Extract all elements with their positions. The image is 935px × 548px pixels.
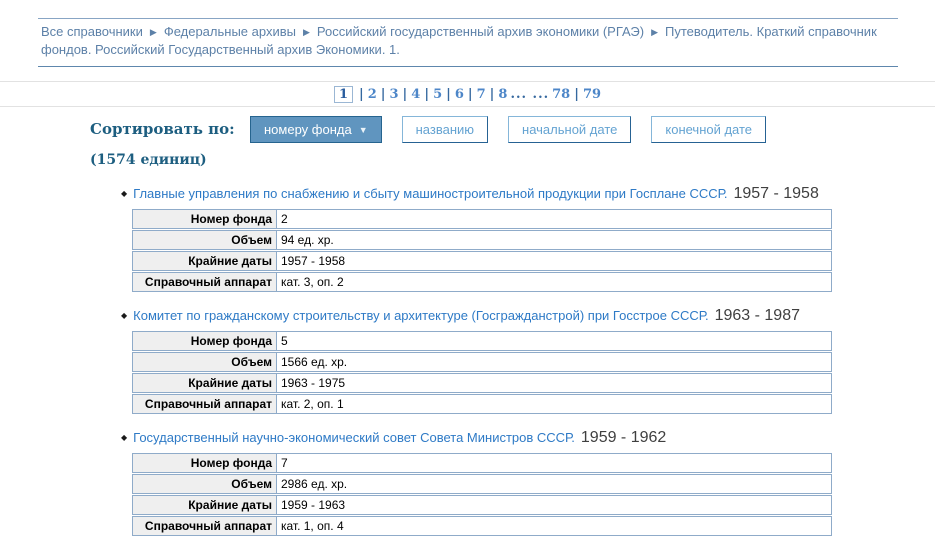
pagination-separator: | (574, 86, 579, 102)
fond-title-line: ◆ Главные управления по снабжению и сбыту… (121, 184, 935, 205)
table-row: Справочный аппарат кат. 1, оп. 4 (132, 515, 832, 536)
fond-title-line: ◆ Комитет по гражданскому строительству и… (121, 306, 935, 327)
table-row: Объем 2986 ед. хр. (132, 473, 832, 494)
row-value-fond-number: 2 (281, 211, 288, 226)
table-row: Номер фонда 7 (132, 452, 832, 473)
bullet-diamond-icon: ◆ (121, 310, 128, 320)
sort-button-fond-number[interactable]: номеру фонда ▼ (250, 115, 382, 143)
sort-controls: Сортировать по: номеру фонда ▼ названию н… (90, 115, 935, 143)
fond-dates: 1957 - 1958 (733, 184, 819, 202)
fond-dates: 1963 - 1987 (714, 306, 800, 324)
sort-by-label: Сортировать по: (90, 119, 235, 138)
pagination-page-link[interactable]: 3 (389, 86, 399, 102)
fond-table: Номер фонда 2 Объем 94 ед. хр. Крайние д… (132, 208, 832, 292)
breadcrumb-arrow-icon: ▶ (302, 27, 310, 37)
list-item: ◆ Комитет по гражданскому строительству и… (121, 306, 935, 414)
row-value-extreme-dates: 1959 - 1963 (281, 497, 346, 512)
breadcrumb-link-federal-archives[interactable]: Федеральные архивы (163, 24, 296, 39)
sort-button-end-date[interactable]: конечной дате (651, 115, 767, 143)
sort-button-name[interactable]: названию (401, 115, 489, 143)
pagination-separator: | (446, 86, 451, 102)
table-row: Крайние даты 1957 - 1958 (132, 250, 832, 271)
unit-count: (1574 единиц) (90, 151, 207, 168)
pagination-ellipsis: ... ... (510, 86, 550, 102)
pagination-page-link[interactable]: 8 (498, 86, 508, 102)
breadcrumb-link-guide[interactable]: Путеводитель. Краткий справочник фондов.… (41, 24, 877, 58)
row-label-fond-number: Номер фонда (133, 453, 277, 472)
fond-title-link[interactable]: Государственный научно-экономический сов… (133, 429, 575, 445)
row-label-fond-number: Номер фонда (133, 331, 277, 350)
breadcrumb-link-all-directories[interactable]: Все справочники (41, 24, 143, 39)
pagination-separator: | (402, 86, 408, 102)
fond-title-line: ◆ Государственный научно-экономический со… (121, 428, 935, 449)
row-label-volume: Объем (133, 230, 277, 249)
row-value-volume: 1566 ед. хр. (281, 354, 348, 369)
pagination-current-page: 1 (333, 85, 353, 103)
breadcrumb-arrow-icon: ▶ (149, 27, 157, 37)
table-row: Крайние даты 1959 - 1963 (132, 494, 832, 515)
list-item: ◆ Государственный научно-экономический со… (121, 428, 935, 536)
pagination-page-link[interactable]: 7 (476, 86, 486, 102)
bullet-diamond-icon: ◆ (121, 432, 128, 442)
pagination-page-link[interactable]: 6 (454, 86, 464, 102)
fond-title-link[interactable]: Комитет по гражданскому строительству и … (133, 307, 709, 323)
fond-title-link[interactable]: Главные управления по снабжению и сбыту … (133, 185, 728, 201)
breadcrumb: Все справочники ▶ Федеральные архивы ▶ Росси… (38, 18, 898, 67)
pagination-separator: | (467, 86, 473, 102)
pagination-page-link[interactable]: 5 (433, 86, 443, 102)
row-value-extreme-dates: 1963 - 1975 (281, 375, 346, 390)
row-label-fond-number: Номер фонда (133, 209, 277, 228)
row-label-volume: Объем (133, 474, 277, 493)
row-label-reference: Справочный аппарат (133, 272, 277, 291)
fond-table: Номер фонда 5 Объем 1566 ед. хр. Крайние… (132, 330, 832, 414)
pagination-page-link[interactable]: 2 (367, 86, 377, 102)
row-value-reference: кат. 1, оп. 4 (281, 518, 344, 533)
table-row: Номер фонда 5 (132, 330, 832, 351)
row-label-reference: Справочный аппарат (133, 394, 277, 413)
pagination-page-link[interactable]: 78 (552, 86, 571, 102)
fond-table: Номер фонда 7 Объем 2986 ед. хр. Крайние… (132, 452, 832, 536)
row-value-extreme-dates: 1957 - 1958 (281, 253, 346, 268)
breadcrumb-link-rgae[interactable]: Российский государственный архив экономи… (316, 24, 645, 39)
row-value-volume: 2986 ед. хр. (281, 476, 348, 491)
row-label-volume: Объем (133, 352, 277, 371)
row-value-fond-number: 5 (281, 333, 288, 348)
pagination-separator: | (489, 86, 495, 102)
row-value-reference: кат. 2, оп. 1 (281, 396, 344, 411)
table-row: Объем 1566 ед. хр. (132, 351, 832, 372)
fond-list: ◆ Главные управления по снабжению и сбыту… (121, 184, 935, 548)
table-row: Объем 94 ед. хр. (132, 229, 832, 250)
row-label-extreme-dates: Крайние даты (133, 251, 277, 270)
pagination-separator: | (424, 86, 430, 102)
pagination-page-link[interactable]: 4 (411, 86, 421, 102)
pagination: 1 | 2 | 3 | 4 | 5 | 6 | 7 | 8... ... 78 | 79 (0, 80, 935, 107)
list-item: ◆ Главные управления по снабжению и сбыту… (121, 184, 935, 292)
breadcrumb-arrow-icon: ▶ (651, 27, 658, 37)
table-row: Крайние даты 1963 - 1975 (132, 372, 832, 393)
row-value-volume: 94 ед. хр. (281, 232, 334, 247)
row-value-fond-number: 7 (281, 455, 288, 470)
row-value-reference: кат. 3, оп. 2 (281, 274, 344, 289)
table-row: Номер фонда 2 (132, 208, 832, 229)
pagination-separator: | (380, 86, 386, 102)
table-row: Справочный аппарат кат. 2, оп. 1 (132, 393, 832, 414)
pagination-page-link[interactable]: 79 (582, 86, 602, 102)
fond-dates: 1959 - 1962 (580, 428, 667, 446)
bullet-diamond-icon: ◆ (121, 188, 128, 198)
pagination-separator: | (358, 86, 364, 102)
row-label-extreme-dates: Крайние даты (133, 373, 277, 392)
sort-button-fond-number-label: номеру фонда (264, 121, 352, 137)
row-label-extreme-dates: Крайние даты (133, 495, 277, 514)
sort-button-start-date[interactable]: начальной дате (508, 115, 632, 143)
row-label-reference: Справочный аппарат (133, 516, 277, 535)
chevron-down-icon: ▼ (358, 124, 368, 135)
table-row: Справочный аппарат кат. 3, оп. 2 (132, 271, 832, 292)
